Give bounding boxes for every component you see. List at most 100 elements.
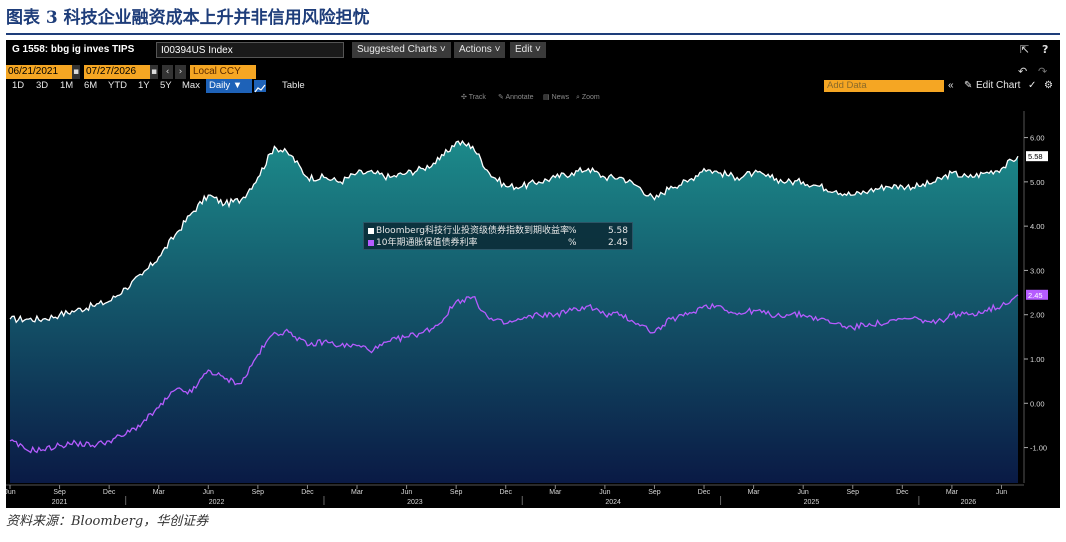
figure-caption: 图表 3 科技企业融资成本上升并非信用风险担忧 [6, 8, 370, 28]
currency-select[interactable]: Local CCY [190, 65, 256, 79]
x-tick-label: Jun [798, 489, 809, 496]
x-tick-label: Dec [103, 489, 116, 496]
annotate-label: Annotate [505, 94, 534, 101]
chart-area[interactable]: 6.00 5.00 4.00 3.00 2.00 1.00 0.00 -1.00 5.58 2.4… [6, 103, 1060, 508]
source-note: 资料来源：Bloomberg，华创证券 [6, 514, 209, 529]
chart-legend: Bloomberg科技行业投资级债券指数到期收益率 % 5.58 10年期通胀保… [363, 222, 633, 250]
caption-rule [6, 33, 1060, 35]
x-tick-label: Sep [450, 489, 463, 496]
end-calendar-icon[interactable]: ▪ [150, 65, 158, 79]
y-tick-label: 5.00 [1030, 178, 1045, 187]
gear-icon[interactable]: ⚙ [1044, 80, 1053, 91]
x-tick-label: Dec [698, 489, 711, 496]
x-tick-label: Mar [153, 489, 166, 496]
x-tick-label: Jun [996, 489, 1007, 496]
period-1m[interactable]: 1M [60, 80, 74, 91]
x-year-label: 2025 [804, 499, 820, 506]
x-tick-label: Jun [6, 489, 16, 496]
annotate-tool[interactable]: ✎ Annotate [498, 94, 534, 101]
legend-label-tips-yield: 10年期通胀保值债券利率 [376, 238, 478, 248]
period-5y[interactable]: 5Y [160, 80, 172, 91]
y-tick-label: 1.00 [1030, 355, 1045, 364]
x-tick-label: Jun [599, 489, 610, 496]
draw-icon[interactable]: ✓ [1028, 80, 1037, 91]
frequency-select[interactable]: Daily ▼ [206, 79, 252, 93]
line-chart-icon[interactable] [254, 80, 266, 93]
next-range-icon[interactable]: › [175, 65, 186, 79]
table-button[interactable]: Table [282, 80, 305, 91]
ticker-field[interactable]: I00394US Index [156, 42, 344, 58]
legend-row-tech-ig-yield: Bloomberg科技行业投资级债券指数到期收益率 % 5.58 [368, 225, 630, 237]
x-tick-label: Mar [549, 489, 562, 496]
tips-yield-last-value: 2.45 [1028, 291, 1043, 300]
x-year-label: 2023 [407, 499, 423, 506]
x-year-label: 2026 [961, 499, 977, 506]
x-tick-label: Mar [748, 489, 761, 496]
legend-label-tech-ig-yield: Bloomberg科技行业投资级债券指数到期收益率 [376, 226, 569, 236]
period-bar: 1D 3D 1M 6M YTD 1Y 5Y Max Daily ▼ Table … [6, 79, 1060, 93]
actions-menu[interactable]: Actions ˅ [454, 42, 506, 58]
tips-yield-line [9, 294, 1019, 454]
suggested-charts-menu[interactable]: Suggested Charts ˅ [352, 42, 451, 58]
news-tool[interactable]: ▤ News [543, 94, 570, 101]
help-icon[interactable]: ? [1042, 43, 1049, 56]
y-tick-label: -1.00 [1030, 444, 1047, 453]
zoom-label: Zoom [581, 94, 600, 101]
legend-swatch-tech-ig-yield [368, 228, 374, 234]
period-1d[interactable]: 1D [12, 80, 25, 91]
y-tick-label: 2.00 [1030, 311, 1045, 320]
x-tick-label: Sep [53, 489, 66, 496]
track-tool[interactable]: ✣ Track [461, 94, 486, 101]
prev-range-icon[interactable]: ‹ [162, 65, 173, 79]
tech-ig-yield-last-tag [1026, 151, 1048, 162]
pencil-icon: ✎ [964, 80, 973, 91]
collapse-icon[interactable]: « [948, 80, 954, 91]
period-3d[interactable]: 3D [36, 80, 49, 91]
period-max[interactable]: Max [182, 80, 200, 91]
tech-ig-yield-line [9, 139, 1019, 324]
start-calendar-icon[interactable]: ▪ [72, 65, 80, 79]
y-tick-label: 3.00 [1030, 266, 1045, 275]
track-label: Track [468, 94, 486, 101]
y-tick-label: 6.00 [1030, 134, 1045, 143]
x-tick-label: Sep [648, 489, 661, 496]
y-tick-label: 4.00 [1030, 222, 1045, 231]
start-date-field[interactable]: 06/21/2021 [6, 65, 74, 79]
chart-toolbar: ✣ Track ✎ Annotate ▤ News ⌕ Zoom [6, 93, 1060, 103]
legend-unit-tech-ig-yield: % [568, 226, 577, 236]
x-year-label: 2021 [52, 499, 68, 506]
redo-icon[interactable]: ↷ [1038, 65, 1048, 78]
add-data-input[interactable]: Add Data [824, 80, 944, 92]
legend-swatch-tips-yield [368, 240, 374, 246]
x-tick-label: Dec [301, 489, 314, 496]
news-label: News [551, 94, 570, 101]
x-tick-label: Sep [847, 489, 860, 496]
x-tick-label: Mar [351, 489, 364, 496]
x-tick-label: Mar [946, 489, 959, 496]
export-icon[interactable]: ⇱ [1020, 43, 1030, 56]
legend-unit-tips-yield: % [568, 238, 577, 248]
edit-menu[interactable]: Edit ˅ [510, 42, 546, 58]
x-tick-label: Dec [500, 489, 513, 496]
legend-value-tips-yield: 2.45 [607, 238, 628, 248]
x-tick-label: Jun [203, 489, 214, 496]
y-tick-label: 0.00 [1030, 399, 1045, 408]
period-1y[interactable]: 1Y [138, 80, 150, 91]
edit-chart-button[interactable]: Edit Chart [976, 80, 1021, 91]
undo-icon[interactable]: ↶ [1018, 65, 1028, 78]
x-tick-label: Dec [896, 489, 909, 496]
zoom-tool[interactable]: ⌕ Zoom [576, 94, 600, 101]
period-6m[interactable]: 6M [84, 80, 98, 91]
end-date-field[interactable]: 07/27/2026 [84, 65, 152, 79]
x-tick-label: Jun [401, 489, 412, 496]
x-year-label: 2024 [605, 499, 621, 506]
title-bar: G 1558: bbg ig inves TIPS I00394US Index… [6, 40, 1060, 62]
tech-ig-yield-last-value: 5.58 [1028, 152, 1043, 161]
tips-yield-last-tag [1026, 289, 1048, 300]
legend-value-tech-ig-yield: 5.58 [607, 226, 628, 236]
tech-ig-yield-area [10, 141, 1018, 483]
period-ytd[interactable]: YTD [108, 80, 127, 91]
chart-id-label: G 1558: bbg ig inves TIPS [12, 44, 135, 55]
date-range-bar: 06/21/2021 ▪ 07/27/2026 ▪ ‹ › Local CCY … [6, 65, 1060, 79]
x-tick-label: Sep [252, 489, 265, 496]
